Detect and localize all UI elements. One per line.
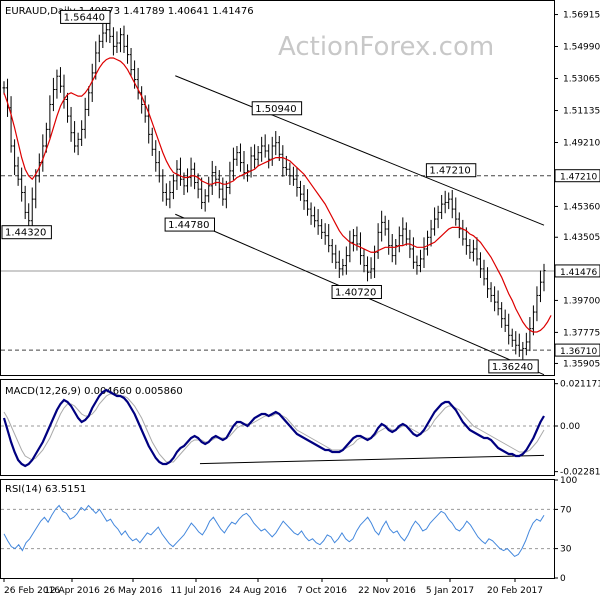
y-tick-label: 1.37775 — [563, 328, 600, 338]
y-tick-label: 1.43505 — [563, 233, 600, 243]
annotation-box — [488, 359, 539, 374]
x-tick-label: 12 Apr 2016 — [44, 586, 100, 596]
macd-panel-title: MACD(12,26,9) 0.004660 0.005860 — [5, 386, 183, 397]
level-box — [554, 169, 600, 183]
annotation-box — [164, 217, 216, 232]
y-tick-label: 0 — [560, 574, 566, 584]
annotation-box — [251, 101, 303, 116]
channel-upper-line — [175, 75, 545, 226]
macd-line — [2, 388, 545, 468]
annotation-label: 1.36240 — [492, 362, 533, 373]
macd-trendline — [199, 454, 545, 465]
y-tick-label: 1.45360 — [563, 202, 600, 212]
annotation-box — [331, 284, 382, 299]
signal-line — [3, 393, 545, 463]
annotation-label: 1.47210 — [429, 166, 470, 177]
annotation-label: 1.50940 — [255, 104, 296, 115]
annotation-label: 1.44320 — [5, 228, 46, 239]
y-tick-label: 1.56915 — [563, 11, 600, 21]
annotation-label: 1.44780 — [168, 220, 209, 231]
y-tick-label: 1.53065 — [563, 74, 600, 84]
macd-plot: 0.021171 0.00 -0.022814 — [1, 380, 600, 478]
y-tick-label: 1.39700 — [563, 296, 600, 306]
rsi-line — [3, 504, 545, 558]
price-plot: 1.56915 1.54990 1.53065 1.51135 1.49210 1.472… — [1, 9, 600, 376]
y-tick-label: 1.51135 — [563, 107, 600, 117]
y-tick-label: 0.021171 — [560, 380, 600, 390]
annotation-box — [425, 163, 477, 178]
annotation-box — [60, 9, 111, 24]
x-tick-label: 7 Oct 2016 — [297, 586, 347, 596]
moving-average-line — [3, 57, 552, 333]
y-tick-label: 100 — [560, 476, 577, 486]
x-tick-label: 20 Feb 2017 — [487, 586, 543, 596]
x-tick-label: 22 Nov 2016 — [358, 586, 416, 596]
level-label: 1.36710 — [560, 347, 597, 357]
annotation-label: 1.40720 — [335, 287, 376, 298]
price-panel-frame — [0, 0, 555, 376]
level-label: 1.47210 — [560, 173, 597, 183]
annotation-box — [1, 225, 52, 240]
rsi-plot: 100 70 30 0 — [1, 476, 577, 584]
annotation-label: 1.56440 — [64, 12, 105, 23]
y-tick-label: 70 — [560, 505, 572, 515]
watermark: ActionForex.com — [278, 32, 494, 62]
x-tick-label: 26 May 2016 — [104, 586, 163, 596]
level-box — [554, 264, 600, 278]
rsi-panel-frame — [0, 479, 555, 579]
y-tick-label: 1.54990 — [563, 43, 600, 53]
macd-panel-frame — [0, 379, 555, 476]
x-tick-label: 26 Feb 2016 — [4, 586, 60, 596]
price-panel-title: EURAUD,Daily 1.40873 1.41789 1.40641 1.4… — [5, 6, 254, 17]
y-tick-label: -0.022814 — [560, 468, 600, 478]
y-tick-label: 1.35905 — [563, 359, 600, 369]
rsi-panel-title: RSI(14) 63.5151 — [5, 484, 86, 495]
x-tick-label: 24 Aug 2016 — [229, 586, 287, 596]
y-tick-label: 0.00 — [560, 422, 580, 432]
y-tick-label: 30 — [560, 545, 572, 555]
level-label: 1.41476 — [560, 268, 597, 278]
x-tick-label: 11 Jul 2016 — [171, 586, 222, 596]
y-tick-label: 1.49210 — [563, 138, 600, 148]
level-box — [554, 343, 600, 357]
x-tick-label: 5 Jan 2017 — [426, 586, 474, 596]
